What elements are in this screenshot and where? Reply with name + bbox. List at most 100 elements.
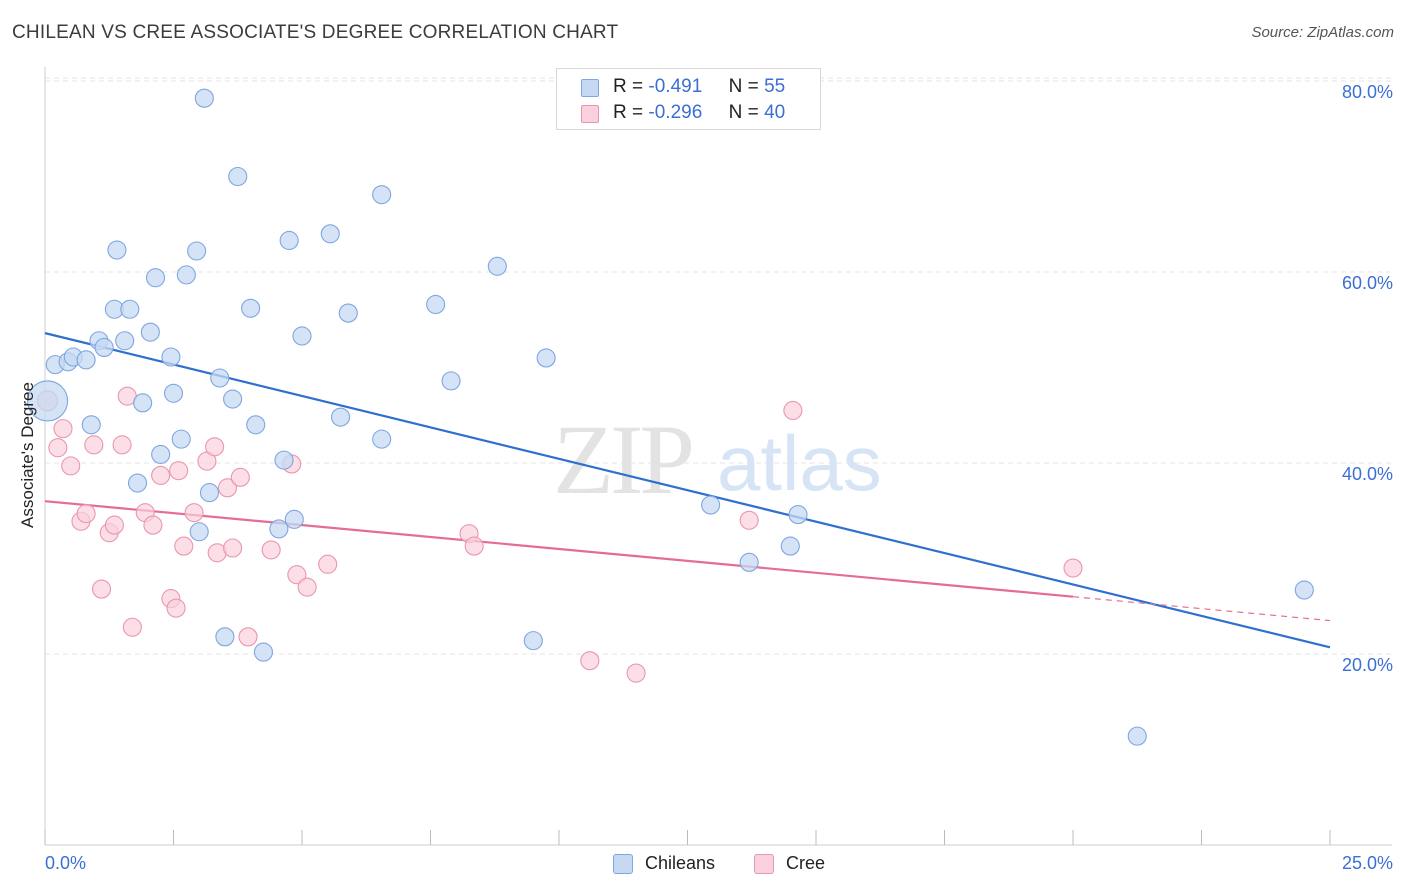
chileans-point (215, 627, 235, 647)
chileans-point (780, 536, 800, 556)
chileans-point (338, 303, 358, 323)
chileans-point (145, 268, 166, 288)
cree-point (261, 540, 281, 560)
chileans-point (441, 371, 461, 391)
chileans-point (189, 522, 209, 542)
chileans-point (330, 407, 351, 427)
chileans-point (253, 642, 274, 662)
chileans-point (151, 444, 171, 464)
y-tick-label: 60.0% (1342, 273, 1393, 293)
chileans-point (133, 393, 153, 413)
series-legend: Chileans Cree (0, 852, 1406, 878)
cree-point (297, 577, 317, 597)
chileans-point (115, 331, 135, 351)
chileans-point (1127, 726, 1147, 746)
n-label: N = (728, 102, 759, 123)
cree-point (205, 437, 225, 457)
chileans-point (171, 429, 191, 449)
cree-point (739, 510, 759, 530)
chileans-point (81, 415, 101, 435)
x-tick-label: 25.0% (1342, 853, 1393, 873)
tick-labels: 20.0% 40.0% 60.0% 80.0% 0.0% 25.0% (45, 82, 1393, 873)
cree-point (76, 504, 96, 524)
cree-point (287, 565, 307, 585)
chileans-point (228, 166, 248, 187)
r-value: -0.491 (648, 76, 703, 97)
cree-point (174, 536, 194, 556)
cree-point (143, 515, 163, 535)
r-label: R = (613, 102, 644, 123)
chileans-point (269, 519, 289, 539)
n-value: 40 (764, 102, 786, 123)
chileans-point (107, 240, 127, 260)
chileans-point (739, 552, 759, 572)
cree-point (318, 554, 338, 574)
chileans-point (274, 450, 294, 470)
chileans-point (1294, 580, 1314, 600)
watermark: ZIP atlas (553, 404, 882, 515)
chileans-point (426, 294, 446, 315)
cree-trend-line (44, 500, 1074, 598)
chileans-point (372, 185, 392, 205)
chileans-point (320, 224, 340, 244)
chileans-point (788, 505, 808, 525)
chileans-point (76, 350, 96, 370)
cree-points (37, 386, 1083, 683)
x-tick-label: 0.0% (45, 853, 86, 873)
axes (44, 67, 1392, 846)
chileans-point (210, 368, 230, 388)
chileans-point (94, 337, 114, 357)
chileans-point (127, 473, 148, 493)
r-value: -0.296 (648, 102, 703, 123)
cree-swatch (754, 854, 774, 874)
chart-source: Source: ZipAtlas.com (1251, 24, 1394, 41)
cree-point (217, 478, 238, 498)
correlation-legend: R = -0.491 N = 55 R = -0.296 N = 40 (556, 68, 821, 130)
chileans-swatch (613, 854, 633, 874)
chileans-point (701, 495, 721, 515)
chart-title: CHILEAN VS CREE ASSOCIATE'S DEGREE CORRE… (12, 22, 619, 43)
chileans-point (241, 298, 261, 318)
cree-point (48, 438, 68, 458)
chileans-point (199, 483, 220, 503)
chileans-point (140, 322, 160, 342)
cree-point (230, 467, 250, 487)
chileans-point (161, 347, 181, 367)
cree-point (1063, 558, 1083, 578)
cree-point (166, 598, 186, 618)
chileans-point (372, 429, 392, 449)
grid-lines (45, 77, 1392, 655)
n-label: N = (728, 76, 759, 97)
cree-point (112, 435, 132, 455)
y-axis-label: Associate's Degree (18, 382, 37, 528)
cree-point (223, 538, 243, 558)
chileans-point (176, 265, 196, 285)
chileans-point (223, 389, 243, 409)
cree-point (122, 617, 142, 637)
y-tick-label: 80.0% (1342, 82, 1393, 102)
trend-lines (44, 332, 1331, 649)
chileans-trend-line (44, 332, 1331, 649)
cree-point (238, 627, 258, 647)
y-tick-label: 20.0% (1342, 655, 1393, 675)
cree-point (84, 435, 104, 455)
cree-point (104, 515, 124, 535)
chileans-point (187, 241, 207, 261)
cree-point (184, 503, 204, 523)
chileans-point (536, 348, 556, 368)
cree-point (626, 663, 646, 683)
legend-label: Cree (786, 853, 826, 873)
cree-point (169, 461, 189, 481)
cree-point (464, 536, 484, 556)
chileans-point (523, 631, 543, 651)
cree-point (580, 651, 600, 671)
watermark-zip: ZIP (553, 404, 691, 515)
y-tick-label: 40.0% (1342, 464, 1393, 484)
chileans-point (279, 230, 299, 251)
chileans-point (120, 299, 140, 319)
cree-point (53, 419, 73, 439)
chileans-point (194, 88, 214, 108)
n-value: 55 (764, 76, 786, 97)
chileans-point (487, 256, 507, 276)
